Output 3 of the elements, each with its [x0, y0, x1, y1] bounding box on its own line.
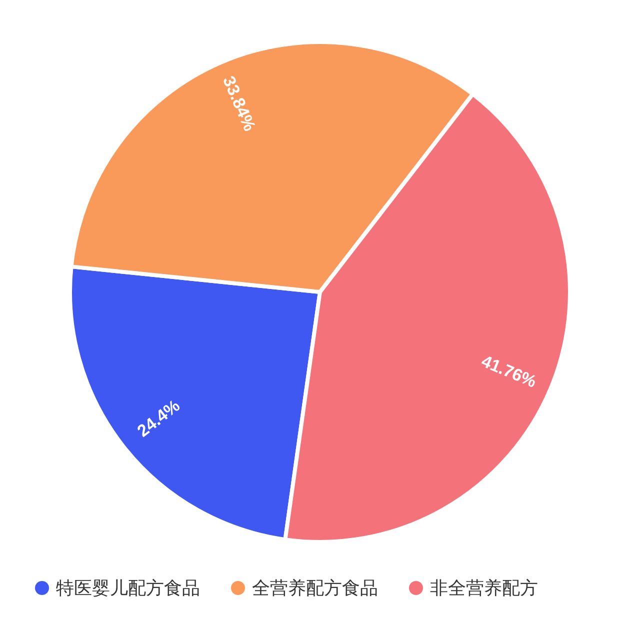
- legend-label: 全营养配方食品: [252, 578, 378, 598]
- legend-label: 非全营养配方: [430, 578, 538, 598]
- legend-label: 特医婴儿配方食品: [56, 578, 200, 598]
